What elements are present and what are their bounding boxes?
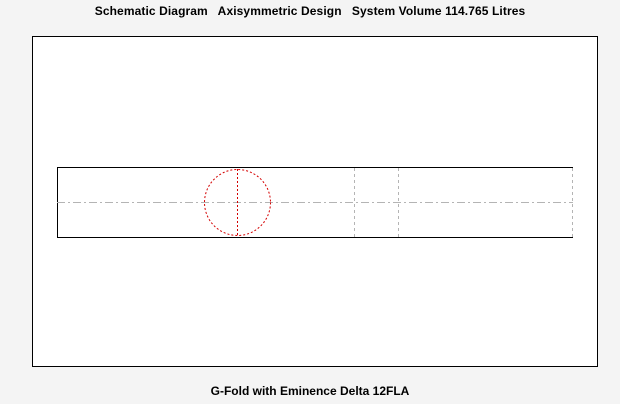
driver-symbol [204,169,271,236]
schematic-canvas [32,36,598,367]
diagram-title: Schematic Diagram Axisymmetric Design Sy… [94,4,526,18]
driver-cone-circle [204,169,271,236]
schematic-drawing [57,167,573,238]
diagram-caption: G-Fold with Eminence Delta 12FLA [210,384,410,398]
